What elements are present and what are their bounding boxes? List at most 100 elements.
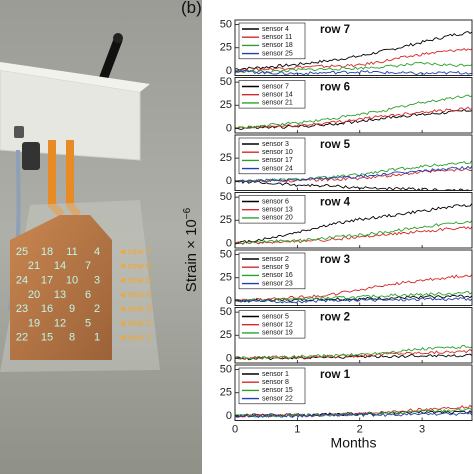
x-axis-label: Months xyxy=(331,435,377,451)
sensor-number: 1 xyxy=(94,332,100,344)
series-line xyxy=(235,94,472,130)
legend-label: sensor 7 xyxy=(262,83,289,90)
sensor-number: 3 xyxy=(94,275,100,287)
sensor-number: 10 xyxy=(66,275,78,287)
series-line xyxy=(235,290,472,303)
series-line xyxy=(235,226,472,245)
row-labels: ◄ row 7◄ row 6◄ row 5◄ row 4◄ row 3◄ row 2◄ row… xyxy=(118,246,151,343)
sensor-number: 17 xyxy=(41,275,53,287)
series-line xyxy=(235,297,472,304)
y-tick-label: 25 xyxy=(220,99,232,111)
sensor-number: 23 xyxy=(16,303,28,315)
series-line xyxy=(235,48,472,73)
sensor-number: 16 xyxy=(41,303,53,315)
series-line xyxy=(235,294,472,303)
sensor-number: 14 xyxy=(54,260,66,272)
y-tick-label: 0 xyxy=(226,122,232,134)
legend-label: sensor 19 xyxy=(262,330,293,337)
sensor-number: 22 xyxy=(16,332,28,344)
sensor-number: 11 xyxy=(66,246,77,258)
row-arrow: ◄ xyxy=(118,318,127,328)
sensor-number: 20 xyxy=(28,289,40,301)
row-label: row 1 xyxy=(128,332,151,343)
sensor-number: 5 xyxy=(85,317,91,329)
y-tick-label: 50 xyxy=(220,191,232,203)
x-tick-label: 0 xyxy=(232,424,238,436)
row-arrow: ◄ xyxy=(118,289,127,299)
series-line xyxy=(235,407,472,418)
panel-title: row 5 xyxy=(320,139,351,151)
sensor-pcb xyxy=(10,215,112,360)
legend-label: sensor 5 xyxy=(262,313,289,320)
legend-label: sensor 21 xyxy=(262,100,293,107)
row-arrow: ◄ xyxy=(118,261,127,271)
panel-title: row 4 xyxy=(320,197,351,209)
series-line xyxy=(235,165,472,183)
series-line xyxy=(235,274,472,303)
legend-label: sensor 1 xyxy=(262,371,289,378)
y-tick-label: 0 xyxy=(226,410,232,422)
sensor-number: 15 xyxy=(41,332,53,344)
y-tick-label: 50 xyxy=(220,306,232,318)
panel-label: (b) xyxy=(181,0,202,17)
series-line xyxy=(235,31,472,71)
series-line xyxy=(235,106,472,129)
legend-label: sensor 10 xyxy=(262,149,293,156)
legend-label: sensor 22 xyxy=(262,395,293,402)
row-arrow: ◄ xyxy=(118,332,127,342)
legend-label: sensor 17 xyxy=(262,157,293,164)
panel-title: row 7 xyxy=(320,24,350,36)
sensor-number: 18 xyxy=(41,246,53,258)
legend-label: sensor 3 xyxy=(262,141,289,148)
row-label: row 5 xyxy=(128,275,151,286)
y-tick-label: 25 xyxy=(220,214,232,226)
y-tick-label: 0 xyxy=(226,175,232,187)
series-line xyxy=(235,203,472,245)
sensor-number: 4 xyxy=(94,246,100,258)
legend-label: sensor 14 xyxy=(262,92,293,99)
legend-label: sensor 6 xyxy=(262,198,289,205)
series-line xyxy=(235,349,472,361)
legend-label: sensor 11 xyxy=(262,34,292,41)
sensor-number: 24 xyxy=(16,275,28,287)
legend-label: sensor 23 xyxy=(262,280,293,287)
sensor-number: 19 xyxy=(28,317,40,329)
x-tick-label: 1 xyxy=(294,424,300,436)
y-tick-label: 50 xyxy=(220,19,232,31)
legend-label: sensor 20 xyxy=(262,215,293,222)
series-line xyxy=(235,69,472,76)
sensor-number: 25 xyxy=(16,246,28,258)
series-line xyxy=(235,220,472,245)
legend-label: sensor 12 xyxy=(262,322,293,329)
legend-label: sensor 24 xyxy=(262,165,293,172)
legend-label: sensor 9 xyxy=(262,264,289,271)
series-line xyxy=(235,344,472,360)
legend-label: sensor 2 xyxy=(262,256,289,263)
sensor-number: 12 xyxy=(54,317,66,329)
y-tick-label: 0 xyxy=(226,295,232,307)
y-tick-label: 0 xyxy=(226,65,232,77)
panel-title: row 2 xyxy=(320,312,350,324)
sensor-labels: 25 18 11 4 21 14 7 24 17 10 3 20 13 6 23 16 9 2 19 12 5 22 15 8… xyxy=(16,246,100,344)
series-line xyxy=(235,160,472,183)
row-label: row 7 xyxy=(128,247,151,258)
row-arrow: ◄ xyxy=(118,275,127,285)
legend-label: sensor 15 xyxy=(262,387,293,394)
legend-label: sensor 16 xyxy=(262,272,293,279)
row-label: row 2 xyxy=(128,318,151,329)
legend-label: sensor 4 xyxy=(262,26,289,33)
y-tick-label: 50 xyxy=(220,249,232,261)
legend-label: sensor 13 xyxy=(262,207,293,214)
sensor-number: 2 xyxy=(94,303,100,315)
y-tick-label: 0 xyxy=(226,352,232,364)
sensor-number: 21 xyxy=(28,260,40,272)
series-line xyxy=(235,108,472,130)
sensor-number: 8 xyxy=(69,332,75,344)
